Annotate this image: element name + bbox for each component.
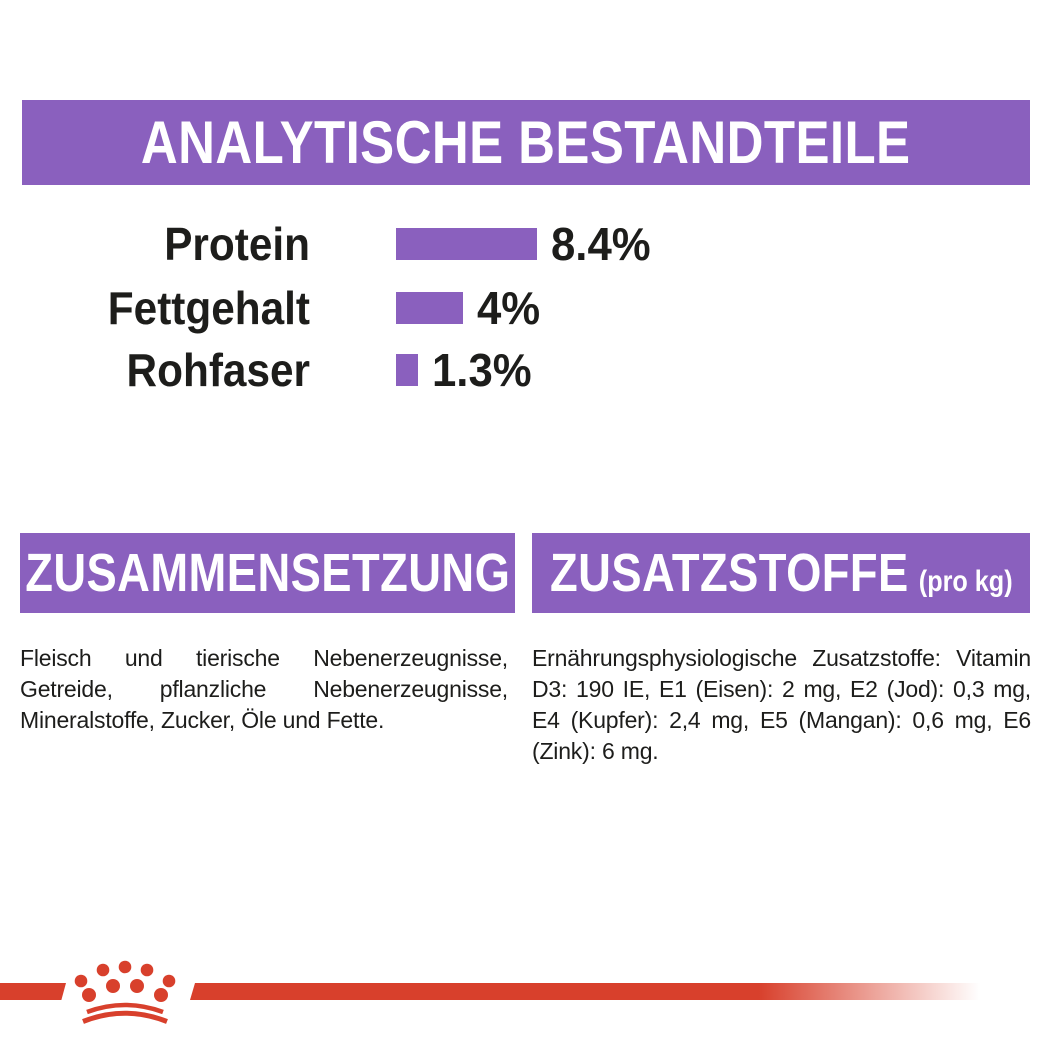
chart-value-label: 4% (477, 282, 541, 334)
section-header-analytical: ANALYTISCHE BESTANDTEILE (22, 100, 1030, 185)
chart-bar (396, 228, 537, 260)
divider-line-right (190, 983, 980, 1000)
page-title: ANALYTISCHE BESTANDTEILE (141, 109, 911, 176)
section-title: ZUSATZSTOFFE (549, 543, 909, 603)
additives-text: Ernährungsphysiologische Zusatzstoffe: V… (532, 645, 1031, 764)
chart-row: Rohfaser 1.3% (0, 340, 760, 400)
chart-category-label: Protein (164, 218, 310, 270)
section-title: ZUSAMMENSETZUNG (24, 543, 511, 603)
chart-row: Fettgehalt 4% (0, 278, 760, 338)
section-header-additives: ZUSATZSTOFFE (pro kg) (532, 533, 1030, 613)
chart-category-label: Rohfaser (126, 344, 311, 396)
chart-bar (396, 354, 418, 386)
divider-line-left (0, 983, 66, 1000)
chart-value-label: 8.4% (551, 218, 651, 270)
section-header-composition: ZUSAMMENSETZUNG (20, 533, 515, 613)
chart-category-label: Fettgehalt (107, 282, 310, 334)
chart-bar (396, 292, 463, 324)
composition-text: Fleisch und tierische Nebenerzeugnisse, … (20, 645, 508, 733)
crown-logo-icon (74, 960, 176, 1024)
chart-value-label: 1.3% (432, 344, 532, 396)
chart-row: Protein 8.4% (0, 214, 760, 274)
section-title-suffix: (pro kg) (918, 565, 1013, 598)
